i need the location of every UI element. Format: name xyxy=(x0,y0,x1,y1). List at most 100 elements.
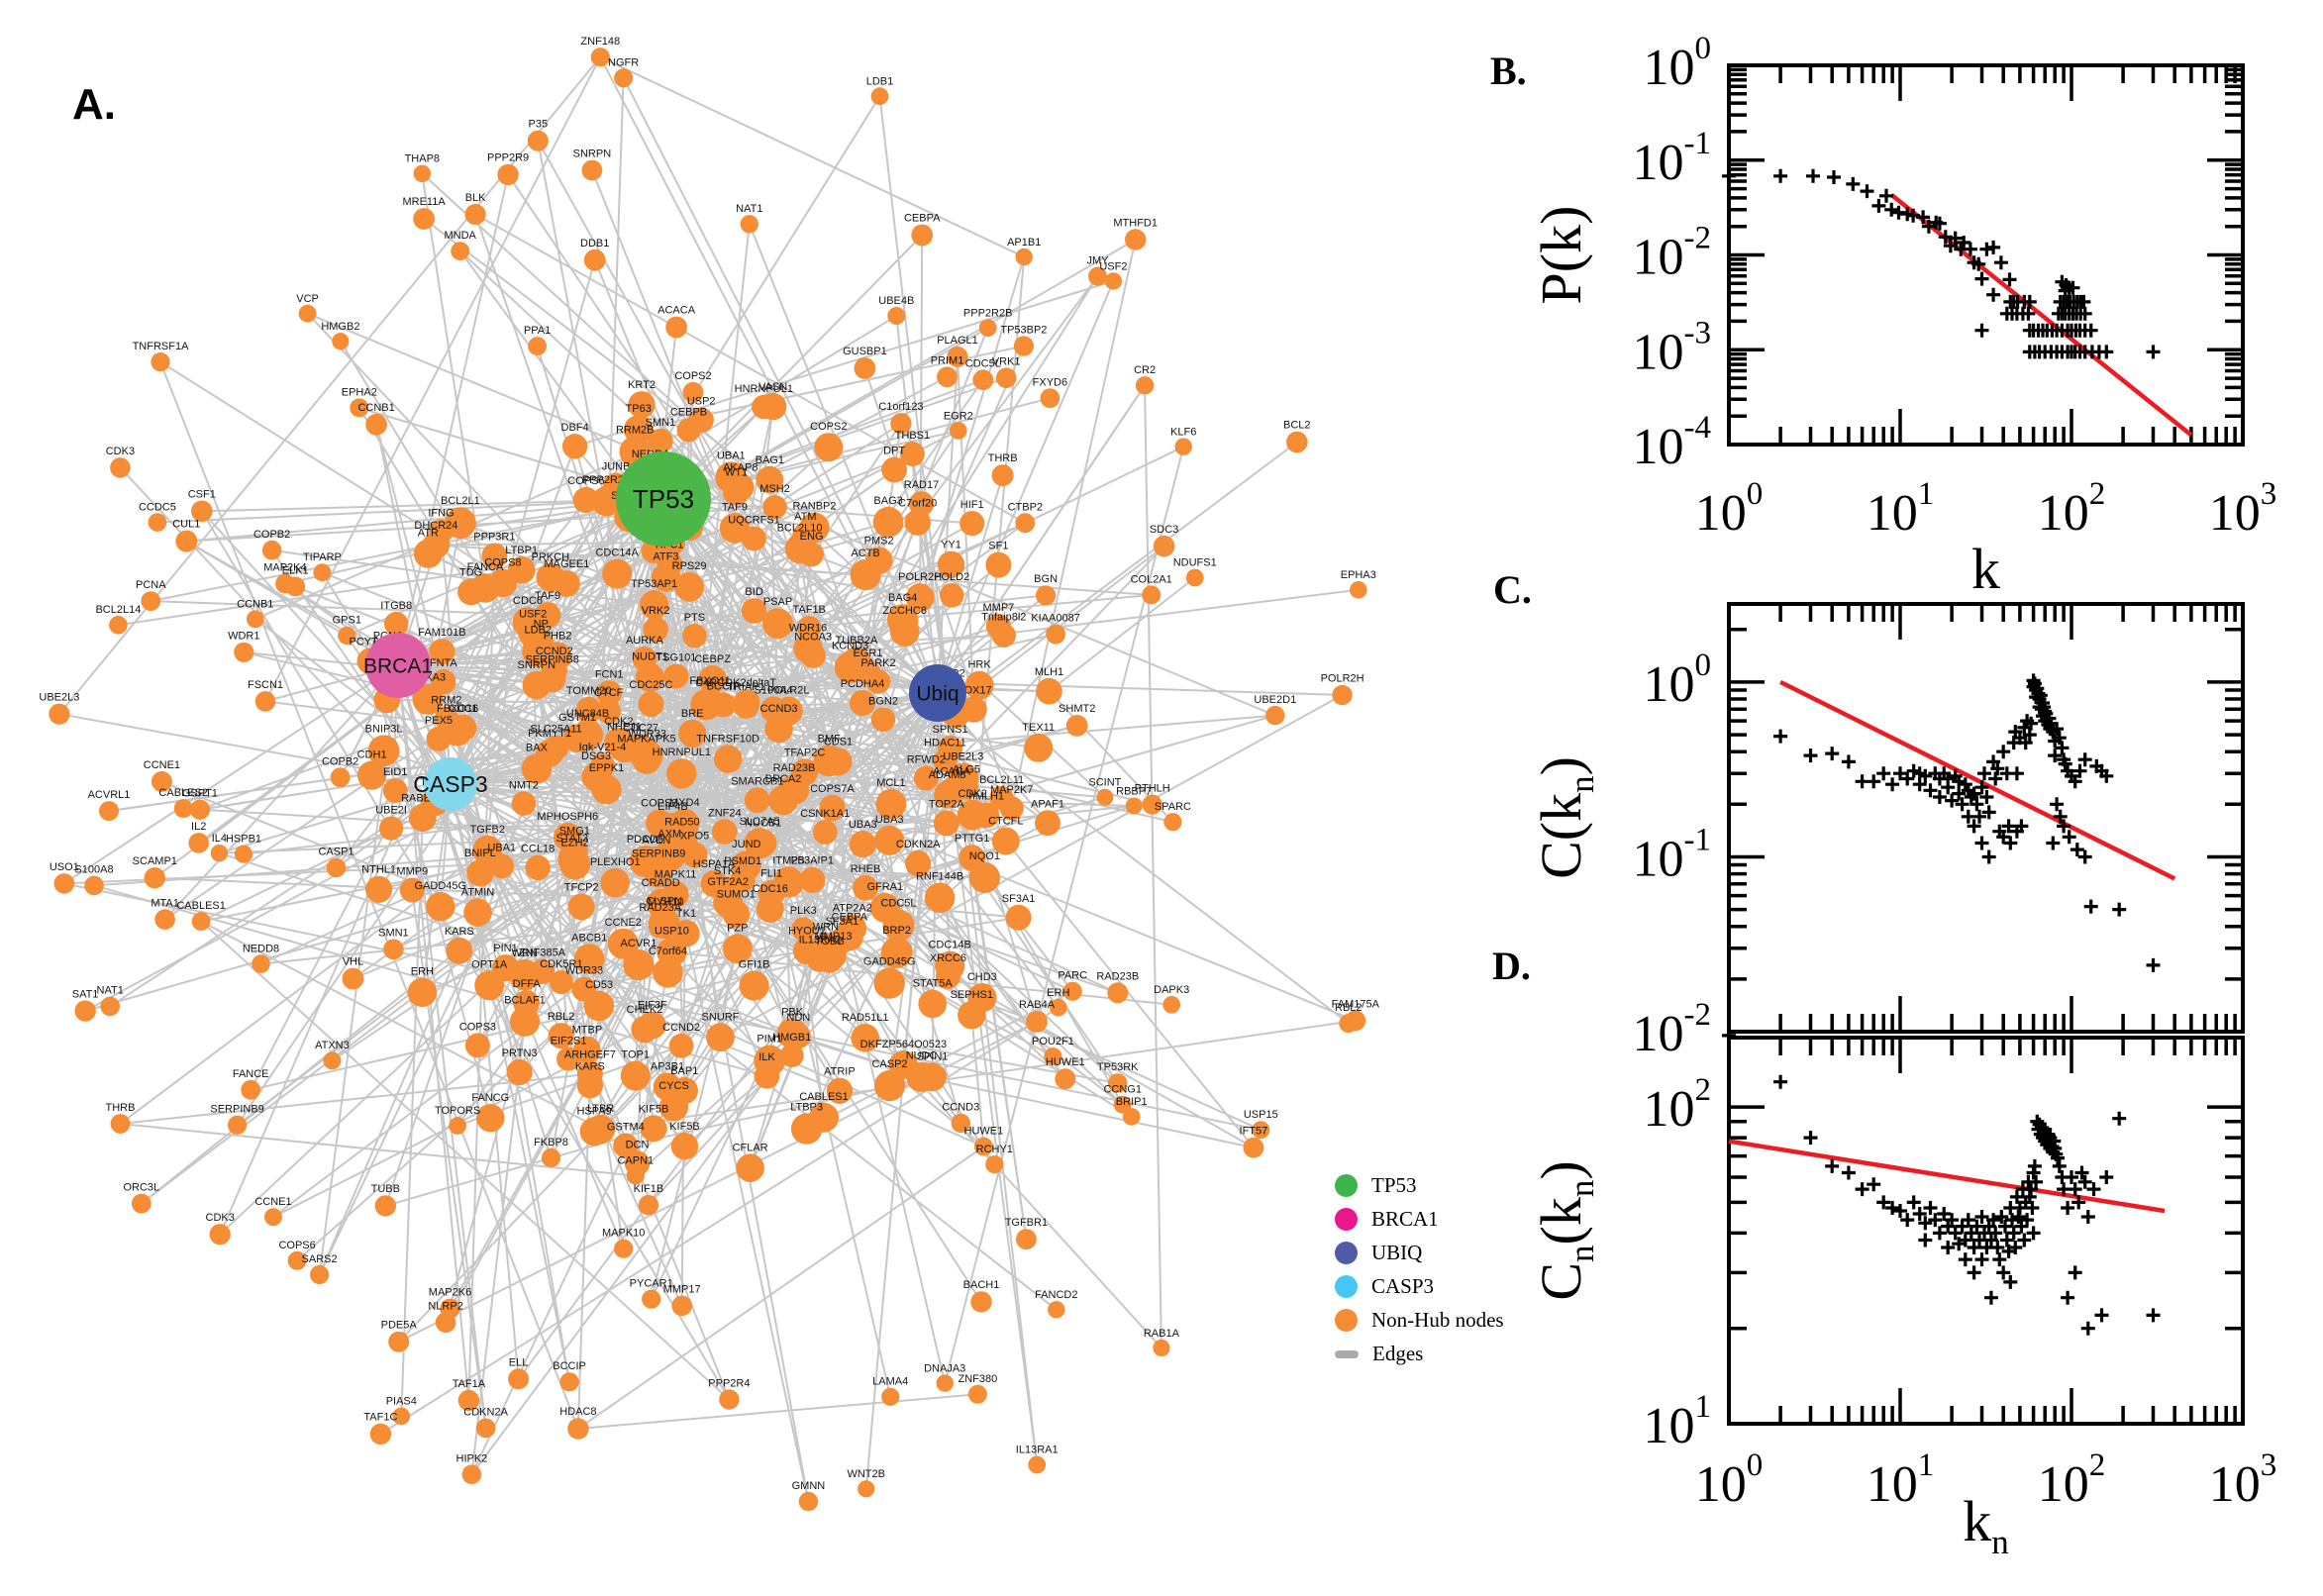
x-axis-label: kn xyxy=(1963,1489,2009,1561)
network-node xyxy=(559,1372,579,1392)
network-node xyxy=(638,1011,666,1040)
network-node xyxy=(191,500,213,523)
gene-label: HDAC8 xyxy=(559,1406,596,1418)
network-node xyxy=(813,745,846,777)
node-swatch-icon xyxy=(1335,1174,1358,1197)
network-node xyxy=(527,130,549,151)
gene-label: TP53BP2 xyxy=(1000,325,1047,337)
gene-label: SF3A1 xyxy=(825,916,858,928)
gene-label: FANCG xyxy=(471,1092,509,1104)
gene-label: AP1B1 xyxy=(1007,237,1041,249)
network-node xyxy=(792,937,822,965)
gene-label: COL2A1 xyxy=(1131,573,1172,585)
gene-label: NLRP2 xyxy=(428,1300,462,1312)
network-node xyxy=(429,639,455,665)
gene-label: IL13RA1 xyxy=(1016,1445,1059,1456)
gene-label: BNIPL xyxy=(464,848,496,859)
gene-label: FBXO11 xyxy=(689,675,730,687)
gene-label: HMGB2 xyxy=(321,321,359,333)
network-node xyxy=(1048,1301,1065,1319)
network-node xyxy=(913,765,939,791)
network-node xyxy=(374,1195,396,1217)
network-node xyxy=(426,892,455,922)
gene-label: ACTB xyxy=(851,548,879,559)
network-node xyxy=(682,381,704,403)
axis-tick-label: 102 xyxy=(2038,1447,2106,1513)
gene-label: FAM175A xyxy=(1332,999,1380,1011)
gene-label: BMF xyxy=(818,734,842,746)
network-node xyxy=(590,48,610,67)
gene-label: COPS6 xyxy=(278,1240,315,1251)
axis-tick-label: 100 xyxy=(1695,1447,1764,1513)
legend-item-label: Non-Hub nodes xyxy=(1371,1308,1504,1332)
gene-label: TP53RK xyxy=(1097,1061,1139,1073)
gene-label: LAMA4 xyxy=(872,1376,908,1388)
gene-label: HNRNPUL1 xyxy=(653,747,711,758)
network-node xyxy=(947,346,968,367)
gene-label: BCLAF1 xyxy=(504,995,546,1007)
gene-label: NUDC xyxy=(906,1050,938,1062)
gene-label: SLC7A5 xyxy=(740,816,780,828)
gene-label: GFI1B xyxy=(739,959,770,971)
gene-label: HIPK2 xyxy=(456,1452,488,1464)
gene-label: CABLES1 xyxy=(176,900,226,912)
legend-item-tp53: TP53 xyxy=(1335,1173,1504,1197)
axis-ticks xyxy=(1729,65,2243,445)
gene-label: Tnfaip8l2 xyxy=(981,611,1026,623)
network-node xyxy=(572,719,603,750)
axis-tick-label: 103 xyxy=(2209,1447,2277,1513)
gene-label: CASP1 xyxy=(318,847,354,858)
gene-label: NMT2 xyxy=(509,779,539,791)
network-node xyxy=(298,304,317,323)
gene-label: PLEXHO1 xyxy=(590,856,641,868)
gene-label: CCDC5 xyxy=(139,501,176,513)
gene-label: NP xyxy=(534,618,549,630)
gene-label: CCNE1 xyxy=(254,1196,291,1208)
gene-label: HIF1 xyxy=(960,499,984,511)
network-node xyxy=(1088,266,1107,286)
network-node xyxy=(663,663,689,689)
gene-label: KARS xyxy=(575,1060,605,1072)
network-node xyxy=(733,692,759,719)
axis-tick-label: 100 xyxy=(1695,476,1764,542)
network-node xyxy=(1096,788,1114,806)
gene-label: NQO1 xyxy=(969,850,1000,862)
gene-label: SERPINB9 xyxy=(210,1104,263,1116)
network-node xyxy=(1107,1073,1128,1093)
gene-label: TDG xyxy=(459,566,482,578)
network-node xyxy=(210,845,229,862)
network-node xyxy=(614,68,634,88)
gene-label: TP63 xyxy=(626,403,652,415)
network-node xyxy=(369,1423,392,1446)
gene-label: HMGB1 xyxy=(772,1032,811,1044)
gene-label: CDK2deltaT xyxy=(717,677,776,689)
hub-node-ubiq xyxy=(909,664,966,722)
network-node xyxy=(652,562,680,592)
network-node xyxy=(767,785,799,816)
power-law-fit-line xyxy=(1779,679,2176,881)
gene-label: CDH1 xyxy=(357,749,387,761)
network-node xyxy=(797,616,822,641)
network-node xyxy=(154,909,175,930)
gene-label: TSG101 xyxy=(656,652,696,664)
network-node xyxy=(463,898,492,927)
gene-label: FCN1 xyxy=(595,668,624,680)
network-node xyxy=(850,559,881,591)
node-swatch-icon xyxy=(1335,1242,1358,1264)
gene-label: TRIAP1 xyxy=(727,681,765,693)
network-node xyxy=(1243,1137,1264,1158)
gene-label: SPARC xyxy=(1155,801,1191,813)
network-node xyxy=(758,879,785,907)
gene-label: MTA1 xyxy=(151,897,179,909)
network-node xyxy=(350,398,369,418)
network-node xyxy=(1252,1121,1270,1140)
network-node xyxy=(638,691,664,718)
gene-label: UBA1 xyxy=(717,449,746,461)
gene-label: ZNF380 xyxy=(959,1373,998,1385)
gene-label: PDCD5 xyxy=(627,834,663,846)
gene-label: CTBP2 xyxy=(1008,501,1043,513)
network-node xyxy=(670,1133,699,1160)
gene-label: ZNF385A xyxy=(519,948,566,959)
network-node xyxy=(528,337,547,355)
gene-label: SMN1 xyxy=(646,417,676,429)
